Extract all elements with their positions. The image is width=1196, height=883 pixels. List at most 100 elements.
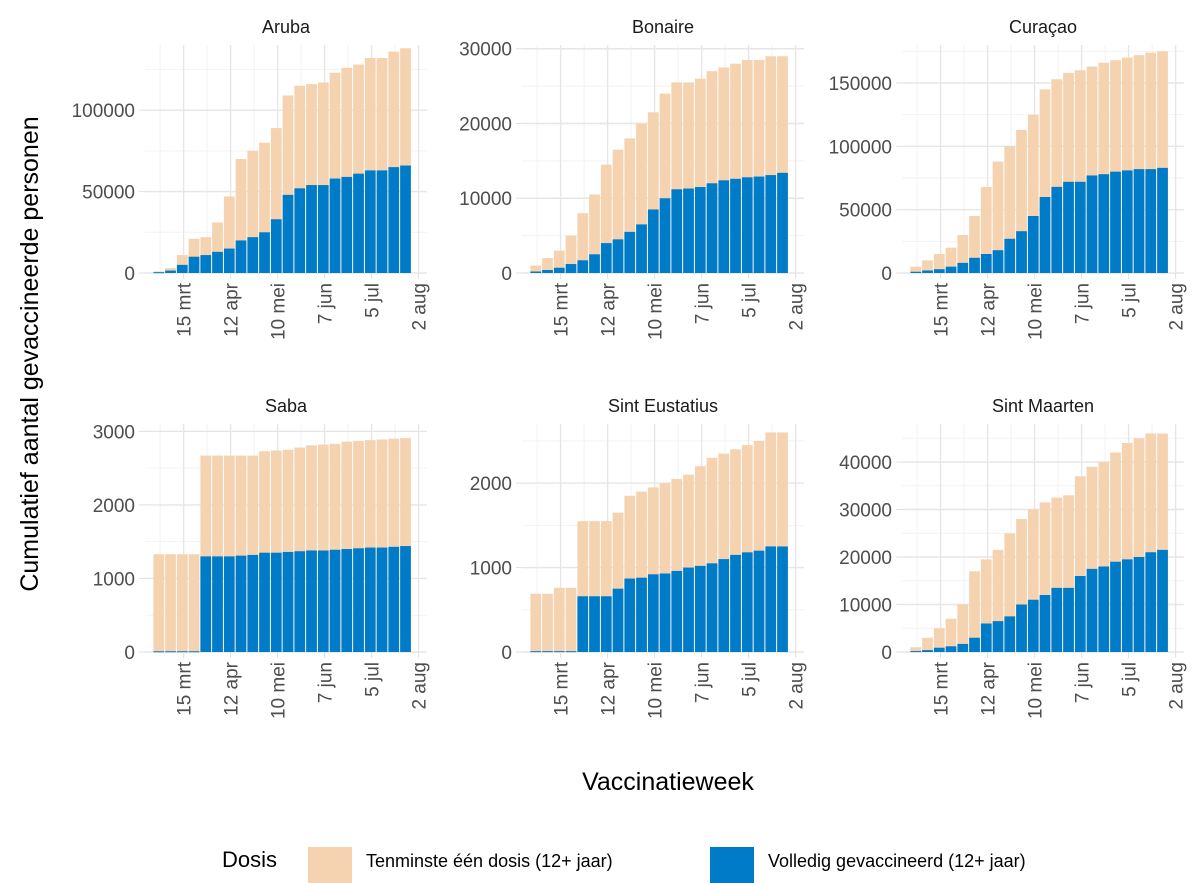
panel-sint-eustatius: Sint Eustatius 0 1000 2000 15 mrt 12 apr 10 me… — [470, 396, 808, 719]
bar-fully-vaccinated — [341, 549, 353, 652]
bar-fully-vaccinated — [694, 187, 706, 273]
bar-fully-vaccinated — [294, 188, 306, 273]
x-tick-label: 7 jun — [693, 662, 714, 703]
bar-fully-vaccinated — [530, 271, 542, 273]
bar-first-dose — [636, 491, 647, 652]
bar-first-dose — [1016, 519, 1027, 652]
bar-first-dose — [1133, 438, 1145, 652]
x-tick-label: 7 jun — [1073, 662, 1094, 703]
bar-first-dose — [969, 571, 980, 652]
bar-first-dose — [683, 82, 694, 274]
bar-first-dose — [1039, 502, 1051, 652]
bar-fully-vaccinated — [577, 260, 589, 273]
bar-first-dose — [647, 112, 659, 273]
bar-fully-vaccinated — [565, 264, 577, 273]
bar-first-dose — [683, 474, 694, 652]
x-tick-label: 7 jun — [316, 662, 337, 703]
bar-fully-vaccinated — [1063, 587, 1074, 652]
bar-fully-vaccinated — [188, 256, 200, 273]
legend-label-first-dose: Tenminste één dosis (12+ jaar) — [366, 851, 613, 871]
bar-fully-vaccinated — [718, 180, 730, 273]
bar-first-dose — [765, 56, 777, 273]
bar-fully-vaccinated — [980, 254, 992, 273]
bar-first-dose — [718, 67, 730, 273]
x-tick-label: 15 mrt — [175, 661, 196, 716]
bar-fully-vaccinated — [945, 646, 957, 652]
bar-first-dose — [153, 554, 165, 652]
bar-first-dose — [353, 440, 364, 652]
bar-fully-vaccinated — [553, 267, 565, 273]
bar-first-dose — [353, 64, 364, 274]
panel-cura-ao: Curaçao 0 50000 100000 150000 15 mrt 12 apr 10 … — [829, 17, 1188, 340]
bar-fully-vaccinated — [1157, 167, 1168, 273]
bar-fully-vaccinated — [294, 551, 306, 652]
bar-fully-vaccinated — [1145, 169, 1157, 273]
legend-label-fully-vaccinated: Volledig gevaccineerd (12+ jaar) — [768, 851, 1026, 871]
bar-first-dose — [329, 72, 341, 273]
bar-first-dose — [1110, 60, 1121, 274]
bar-first-dose — [577, 213, 589, 273]
bar-fully-vaccinated — [341, 176, 353, 273]
bar-fully-vaccinated — [282, 194, 294, 273]
bar-fully-vaccinated — [1110, 561, 1121, 652]
x-tick-label: 2 aug — [1167, 283, 1188, 331]
bar-first-dose — [282, 95, 294, 273]
bar-fully-vaccinated — [1110, 171, 1121, 273]
x-tick-label: 2 aug — [410, 662, 431, 710]
bar-first-dose — [165, 554, 176, 652]
bar-fully-vaccinated — [200, 255, 212, 273]
bar-fully-vaccinated — [400, 165, 411, 273]
panel-title: Saba — [265, 396, 308, 416]
bar-first-dose — [706, 457, 718, 652]
bar-first-dose — [1004, 146, 1016, 273]
bar-fully-vaccinated — [741, 552, 753, 652]
bar-fully-vaccinated — [969, 257, 980, 273]
bar-first-dose — [1086, 66, 1098, 274]
bar-first-dose — [565, 587, 577, 652]
panel-bonaire: Bonaire 0 10000 20000 30000 15 mrt 12 apr 10 me… — [459, 17, 807, 340]
y-tick-label: 30000 — [839, 501, 892, 522]
bar-first-dose — [933, 254, 945, 273]
bar-fully-vaccinated — [270, 552, 282, 652]
x-tick-label: 5 jul — [1120, 662, 1141, 697]
bar-first-dose — [235, 159, 247, 273]
bar-fully-vaccinated — [765, 546, 777, 652]
x-tick-label: 7 jun — [693, 283, 714, 324]
bar-fully-vaccinated — [553, 651, 565, 653]
bar-fully-vaccinated — [600, 596, 612, 652]
bar-fully-vaccinated — [957, 643, 969, 652]
bar-fully-vaccinated — [153, 272, 165, 274]
bar-fully-vaccinated — [353, 173, 364, 273]
y-tick-label: 100000 — [829, 137, 892, 158]
bar-first-dose — [671, 82, 683, 274]
bar-first-dose — [753, 59, 765, 273]
bar-first-dose — [933, 628, 945, 652]
bar-fully-vaccinated — [317, 185, 329, 273]
bar-first-dose — [1098, 62, 1110, 273]
bar-fully-vaccinated — [933, 647, 945, 652]
bar-first-dose — [777, 56, 788, 273]
bar-first-dose — [1051, 79, 1063, 273]
bar-fully-vaccinated — [353, 548, 364, 652]
bar-first-dose — [317, 82, 329, 273]
bar-first-dose — [400, 437, 411, 652]
bar-first-dose — [969, 216, 980, 273]
y-tick-label: 100000 — [72, 101, 135, 122]
bar-first-dose — [730, 63, 741, 274]
bar-fully-vaccinated — [600, 243, 612, 273]
bar-fully-vaccinated — [718, 559, 730, 652]
bar-fully-vaccinated — [1039, 595, 1051, 652]
bar-first-dose — [176, 255, 188, 273]
bar-first-dose — [1016, 129, 1027, 273]
bar-first-dose — [282, 449, 294, 652]
bar-fully-vaccinated — [659, 573, 671, 652]
bar-fully-vaccinated — [992, 621, 1004, 652]
bar-first-dose — [624, 495, 636, 652]
bar-first-dose — [1027, 114, 1039, 274]
x-tick-label: 15 mrt — [552, 282, 573, 337]
y-tick-label: 1000 — [470, 559, 512, 580]
x-tick-label: 15 mrt — [175, 282, 196, 337]
legend-key-first-dose — [308, 847, 352, 883]
bar-first-dose — [694, 466, 706, 652]
